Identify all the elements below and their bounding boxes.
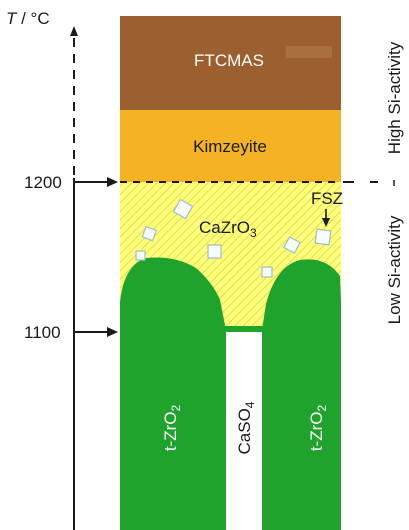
tick-label-1200: 1200 — [24, 173, 62, 192]
fsz-particle — [207, 244, 222, 259]
caso4-label-sub: 4 — [243, 401, 257, 408]
caso4-label: CaSO4 — [235, 401, 257, 454]
high-si-activity-label: High Si-activity — [385, 41, 404, 154]
cazro3-label: CaZrO3 — [199, 218, 257, 240]
fsz-label: FSZ — [311, 189, 343, 208]
fsz-particle — [283, 236, 301, 254]
axis-arrow-icon — [70, 26, 78, 36]
axis-title-symbol: T — [6, 9, 18, 28]
ftcmas-label: FTCMAS — [194, 51, 264, 70]
left-column-label-sub: 2 — [169, 405, 183, 412]
fsz-pointer-arrow-icon — [322, 218, 330, 227]
left-tzro2-column — [120, 257, 226, 530]
ftcmas-layer — [120, 16, 341, 110]
tick-arrow-1100-head — [107, 327, 118, 337]
fsz-particle — [172, 198, 194, 220]
right-tzro2-column — [262, 259, 341, 530]
fsz-particle — [135, 250, 146, 261]
right-column-label-sub: 2 — [315, 405, 329, 412]
axis-title: T / °C — [6, 9, 50, 28]
fsz-particle — [314, 228, 332, 246]
caso4-gap — [226, 330, 262, 530]
fsz-particles — [135, 198, 332, 278]
right-column-label: t-ZrO2 — [307, 405, 329, 452]
low-si-activity-label: Low Si-activity — [385, 215, 404, 324]
tick-arrow-1200-head — [107, 177, 118, 187]
column-neck — [222, 326, 266, 332]
right-column-label-main: t-ZrO — [307, 412, 326, 452]
left-column-label: t-ZrO2 — [161, 405, 183, 452]
caso4-label-main: CaSO — [235, 408, 254, 454]
kimzeyite-layer — [120, 110, 341, 182]
left-column-label-main: t-ZrO — [161, 412, 180, 452]
cazro3-label-main: CaZrO — [199, 218, 250, 237]
axis-title-unit: / °C — [16, 9, 49, 28]
kimzeyite-label: Kimzeyite — [193, 137, 267, 156]
cazro3-label-sub: 3 — [250, 226, 257, 240]
fsz-particle — [141, 225, 158, 242]
tick-label-1100: 1100 — [24, 323, 61, 342]
fsz-particle — [261, 266, 273, 278]
ftcmas-layer-streak — [286, 46, 332, 58]
